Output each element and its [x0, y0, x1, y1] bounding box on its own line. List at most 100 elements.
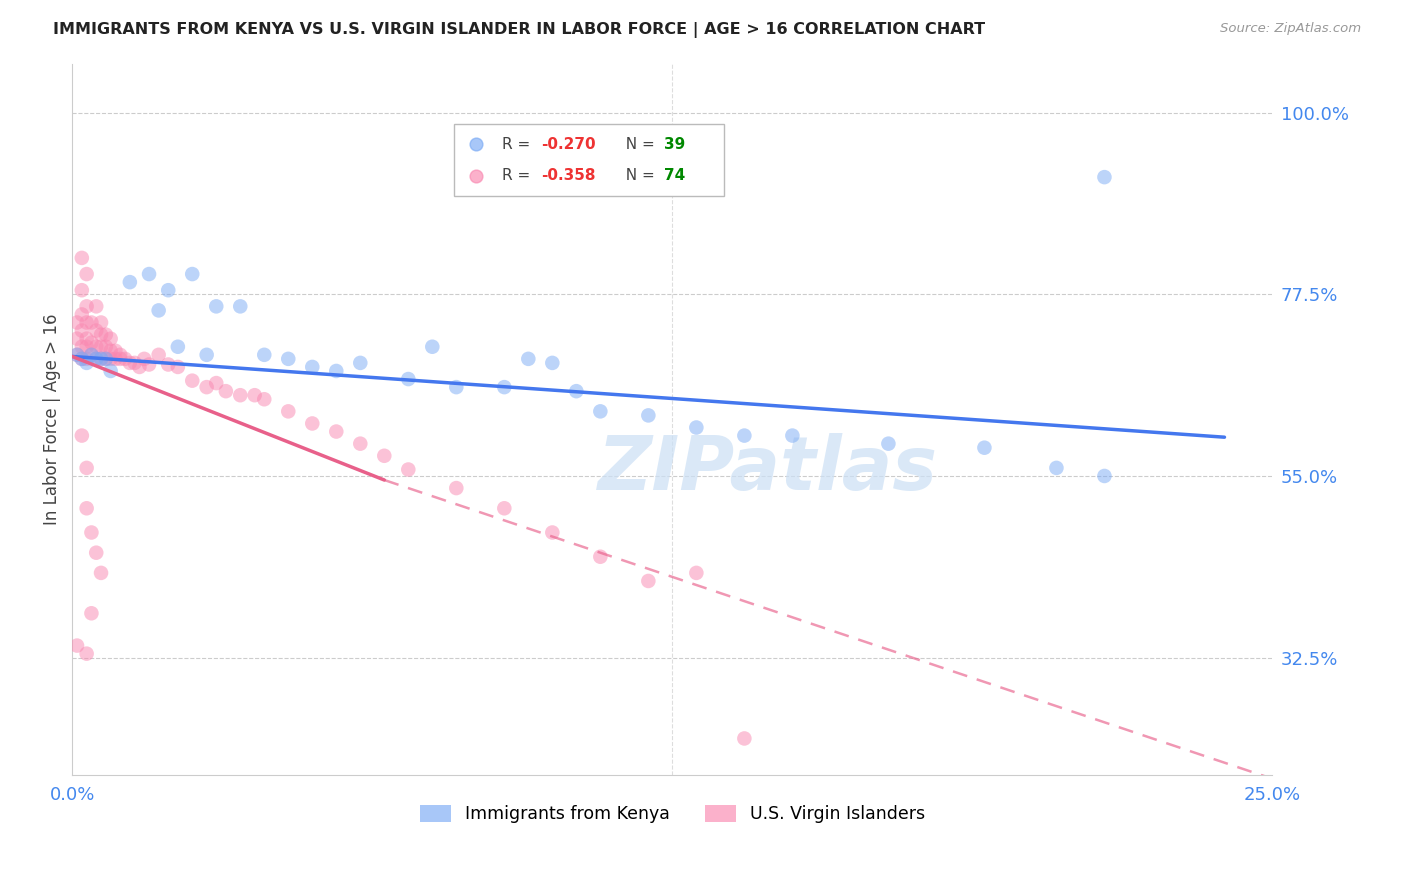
Point [76, 267, 98, 281]
Point [84, 351, 107, 366]
Point [70, 283, 93, 297]
Point [166, 359, 188, 374]
Point [325, 364, 347, 378]
Point [90, 351, 112, 366]
Point [76, 647, 98, 661]
Point [1094, 170, 1116, 185]
Point [1045, 461, 1067, 475]
Point [124, 356, 146, 370]
Point [110, 351, 132, 366]
Point [110, 348, 132, 362]
Point [104, 351, 127, 366]
Point [205, 376, 228, 390]
Point [118, 275, 141, 289]
Point [205, 299, 228, 313]
Point [1094, 469, 1116, 483]
Point [80, 348, 103, 362]
Text: N =: N = [616, 136, 659, 152]
Point [396, 372, 419, 386]
Point [100, 364, 122, 378]
Point [253, 348, 276, 362]
Point [541, 525, 564, 540]
Point [66, 639, 89, 653]
Point [76, 316, 98, 330]
Point [517, 351, 540, 366]
Point [148, 348, 170, 362]
Point [80, 316, 103, 330]
Point [253, 392, 276, 407]
Point [84, 299, 107, 313]
Point [70, 308, 93, 322]
Text: Source: ZipAtlas.com: Source: ZipAtlas.com [1220, 22, 1361, 36]
Point [70, 340, 93, 354]
Point [90, 327, 112, 342]
Point [637, 574, 659, 588]
Text: ZIPatlas: ZIPatlas [599, 433, 938, 506]
Point [195, 348, 218, 362]
Point [76, 340, 98, 354]
Point [349, 436, 371, 450]
Point [148, 303, 170, 318]
Point [76, 461, 98, 475]
Point [76, 356, 98, 370]
Legend: Immigrants from Kenya, U.S. Virgin Islanders: Immigrants from Kenya, U.S. Virgin Islan… [413, 798, 932, 830]
Point [66, 316, 89, 330]
Point [134, 351, 156, 366]
Point [157, 283, 180, 297]
Point [84, 340, 107, 354]
Point [446, 481, 468, 495]
Point [84, 546, 107, 560]
Point [589, 404, 612, 418]
Point [157, 358, 180, 372]
Point [782, 428, 804, 442]
Point [70, 251, 93, 265]
Point [90, 566, 112, 580]
Point [90, 340, 112, 354]
Text: 39: 39 [664, 136, 685, 152]
Point [66, 332, 89, 346]
Point [181, 374, 204, 388]
Point [420, 340, 443, 354]
Text: 74: 74 [664, 169, 685, 183]
Point [138, 358, 160, 372]
Point [90, 351, 112, 366]
Point [494, 380, 516, 394]
Point [118, 356, 141, 370]
Point [277, 351, 299, 366]
Point [84, 351, 107, 366]
FancyBboxPatch shape [454, 125, 724, 195]
Point [565, 384, 588, 399]
Point [494, 501, 516, 516]
Point [90, 316, 112, 330]
Y-axis label: In Labor Force | Age > 16: In Labor Force | Age > 16 [44, 314, 60, 525]
Text: N =: N = [616, 169, 659, 183]
Point [138, 267, 160, 281]
Text: R =: R = [502, 136, 536, 152]
Point [229, 299, 252, 313]
Point [80, 525, 103, 540]
Point [70, 428, 93, 442]
Point [685, 420, 707, 434]
Point [94, 351, 117, 366]
Point [100, 351, 122, 366]
Point [373, 449, 395, 463]
Point [94, 327, 117, 342]
Point [877, 436, 900, 450]
Point [229, 388, 252, 402]
Point [733, 731, 755, 746]
Text: -0.358: -0.358 [541, 169, 596, 183]
Point [181, 267, 204, 281]
Point [76, 501, 98, 516]
Point [215, 384, 238, 399]
Point [637, 409, 659, 423]
Point [589, 549, 612, 564]
Point [66, 348, 89, 362]
Point [80, 348, 103, 362]
Point [76, 351, 98, 366]
Point [349, 356, 371, 370]
Text: -0.270: -0.270 [541, 136, 596, 152]
Point [396, 462, 419, 476]
Point [277, 404, 299, 418]
Point [325, 425, 347, 439]
Point [104, 343, 127, 358]
